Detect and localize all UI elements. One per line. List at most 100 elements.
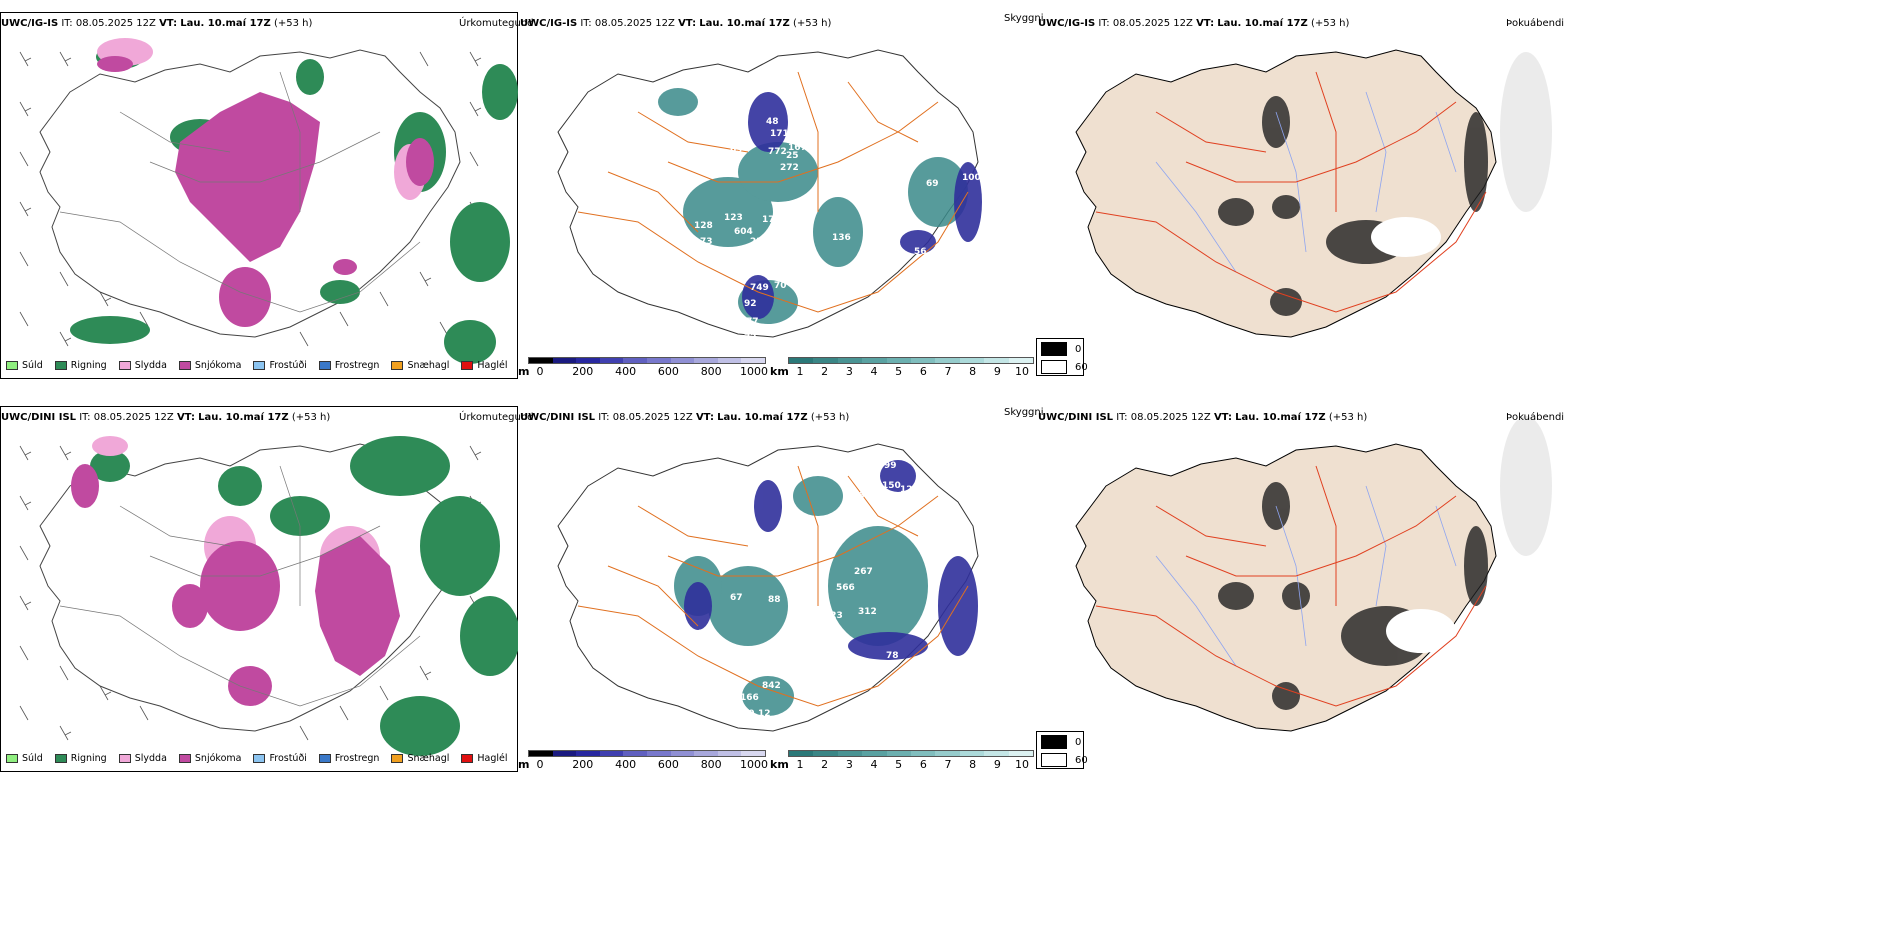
roads-bottom-b (577, 465, 969, 707)
it-value: 08.05.2025 12Z (93, 412, 174, 423)
ceiling-value: 224 (750, 237, 769, 247)
ceiling-value: 69 (730, 145, 743, 155)
colorbar-tick: 3 (845, 365, 853, 378)
colorbar-tick: 5 (895, 365, 903, 378)
map-precip-type-bottom (0, 406, 518, 772)
legend-item-frostúði: Frostúði (253, 360, 307, 371)
legend-item-súld: Súld (6, 360, 43, 371)
header-top-precip: UWC/IG-IS IT: 08.05.2025 12Z VT: Lau. 10… (1, 18, 312, 29)
ceiling-value: 72 (744, 333, 757, 343)
colorbar-segment (959, 358, 985, 363)
legend-swatch (253, 754, 266, 763)
colorbar-tick: 0 (536, 365, 544, 378)
colorbar-tick: 5 (895, 758, 903, 771)
legend-item-slydda: Slydda (118, 360, 167, 371)
panel-title-fog-bottom: Þokuábendi (1506, 412, 1565, 423)
legend-item-frostregn: Frostregn (318, 360, 379, 371)
ceiling-value: 126 (900, 485, 919, 495)
lead-time: (+53 h) (792, 18, 832, 29)
colorbar-tick: 600 (657, 758, 679, 771)
ceiling-value: 136 (832, 233, 851, 243)
colorbar-segment (813, 358, 838, 363)
legend-swatch (118, 361, 131, 370)
fog-label: 0 (1075, 343, 1082, 355)
colorbar-tick: 200 (572, 758, 594, 771)
colorbar-segment (813, 751, 838, 756)
colorbar-segment (862, 751, 887, 756)
fog-legend-row: 0 (1041, 735, 1081, 749)
colorbar-segment (576, 751, 600, 756)
lead-time: (+53 h) (1310, 18, 1350, 29)
vt-label: VT: (176, 412, 195, 423)
colorbar-tick: 8 (969, 365, 977, 378)
colorbar-tick: 7 (944, 365, 952, 378)
snow-areas-bottom (71, 464, 400, 706)
legend-label: Snjókoma (194, 753, 242, 764)
precip-legend-bottom: Súld Rigning Slydda Snjókoma Frostúði Frostre… (6, 753, 508, 764)
legend-swatch (6, 754, 18, 763)
fog-label: 60 (1075, 361, 1088, 373)
legend-label: Súld (22, 753, 43, 764)
it-label: IT: (1098, 18, 1110, 29)
ceiling-value: 25 (786, 151, 799, 161)
it-value: 08.05.2025 12Z (75, 18, 156, 29)
lead-time: (+53 h) (810, 412, 850, 423)
legend-item-frostregn: Frostregn (318, 753, 380, 764)
legend-swatch (253, 361, 266, 370)
precip-legend-top: Súld Rigning Slydda Snjókoma Frostúði Frostre… (6, 360, 508, 371)
legend-label: Snjókoma (194, 360, 242, 371)
lead-time: (+53 h) (291, 412, 331, 423)
visibility-colorbar-bottom: km 1 2 3 4 5 6 7 8 9 10 (770, 750, 1036, 772)
legend-swatch (318, 361, 331, 370)
legend-swatch (461, 754, 474, 763)
vt-label: VT: (1213, 412, 1232, 423)
legend-label: Snæhagl (407, 360, 450, 371)
vt-label: VT: (695, 412, 714, 423)
fog-roads-bottom (1095, 465, 1487, 707)
legend-swatch (118, 754, 131, 763)
legend-swatch (54, 361, 67, 370)
colorbar-segment (623, 751, 647, 756)
colorbar-unit: m (518, 758, 530, 771)
colorbar-segment (935, 751, 960, 756)
ceiling-value: 88 (768, 595, 781, 605)
legend-item-snjókoma: Snjókoma (178, 753, 242, 764)
precip-map-svg-top (19, 38, 518, 364)
ceiling-value: 842 (762, 681, 781, 691)
ceiling-value: 749 (750, 283, 769, 293)
colorbar-unit: km (770, 365, 789, 378)
legend-label: Súld (22, 360, 43, 371)
model-name: UWC/IG-IS (1, 18, 59, 29)
fog-offshore-bottom (1500, 416, 1552, 556)
colorbar-tick: 2 (821, 758, 829, 771)
legend-swatch (391, 754, 404, 763)
colorbar-segment (717, 358, 742, 363)
fog-label: 0 (1075, 736, 1082, 748)
map-visibility-top: 48 171 167 772 25 272 69 11 123 604 173 … (518, 12, 1036, 357)
ceiling-value: 30 (858, 267, 871, 277)
ceiling-value: 99 (884, 461, 897, 471)
ceiling-value: 67 (730, 593, 743, 603)
colorbar-segment (1008, 751, 1034, 756)
fog-swatch (1041, 753, 1067, 767)
rain-areas-bottom (90, 436, 518, 756)
colorbar-tick: 1 (796, 365, 804, 378)
ceiling-value: 123 (724, 213, 743, 223)
legend-label: Frostregn (334, 753, 380, 764)
ceiling-value: 173 (762, 215, 781, 225)
colorbar-segment (837, 751, 863, 756)
model-name: UWC/DINI ISL (1038, 412, 1114, 423)
legend-item-rigning: Rigning (54, 753, 107, 764)
snow-areas-top (97, 56, 434, 327)
ceiling-value: 150 (882, 481, 901, 491)
roads-top-a (59, 71, 421, 313)
colorbar-tick: 1 (796, 758, 804, 771)
ceiling-value: 123 (824, 611, 843, 621)
colorbar-tick: 0 (536, 758, 544, 771)
map-fog-top (1036, 12, 1556, 357)
colorbar-tick: 8 (969, 758, 977, 771)
ceiling-value: 782 (800, 257, 819, 267)
model-name: UWC/DINI ISL (520, 412, 596, 423)
header-bottom-visibility: UWC/DINI ISL IT: 08.05.2025 12Z VT: Lau.… (520, 412, 849, 423)
colorbar-tick: 6 (919, 365, 927, 378)
